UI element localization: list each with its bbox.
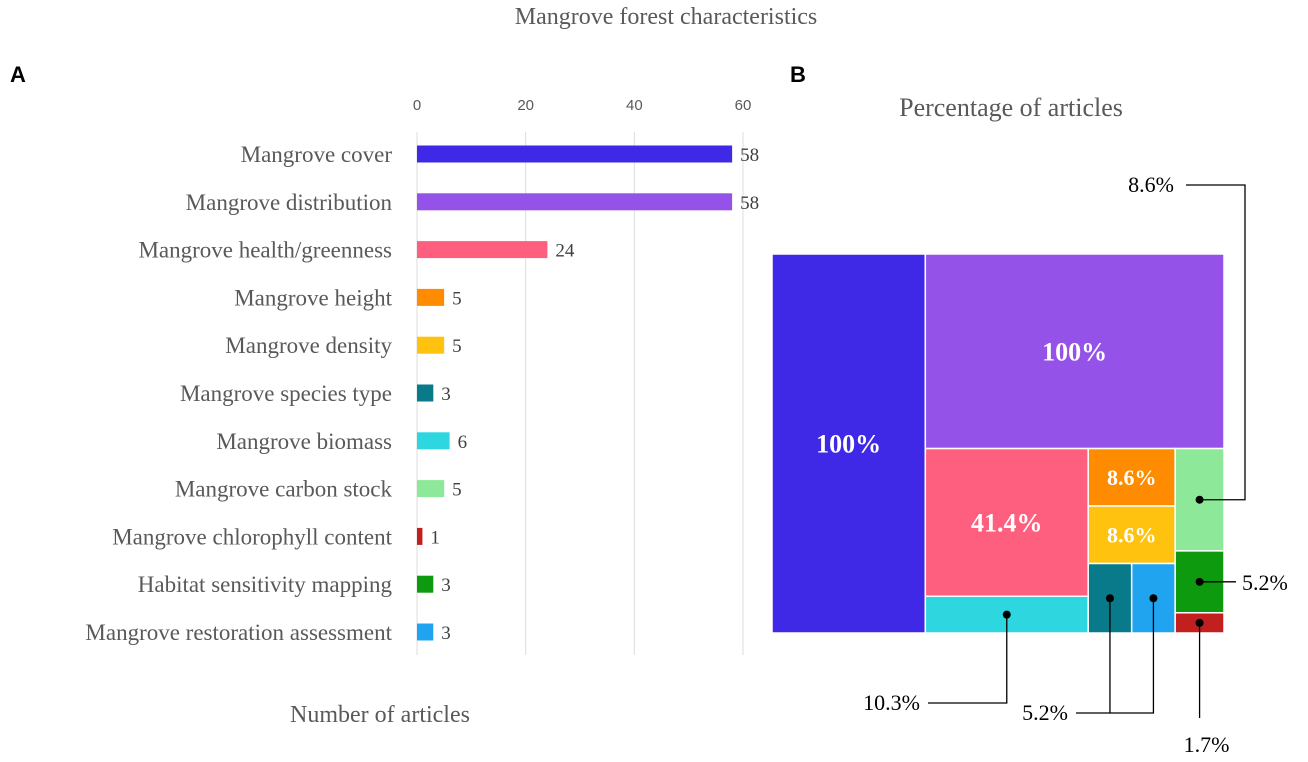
- treemap-cells: [771, 253, 1225, 634]
- bar-category-labels: Mangrove cover Mangrove distribution Mangr…: [85, 142, 392, 645]
- treemap-callouts: 8.6% 5.2% 10.3% 5.2% 1.7%: [863, 172, 1288, 757]
- treemap-cell-mangrove-cover: [771, 253, 927, 634]
- category-label-mangrove-height: Mangrove height: [234, 285, 392, 310]
- category-label-mangrove-distribution: Mangrove distribution: [186, 190, 393, 215]
- bar-habitat-sensitivity-mapping: [417, 575, 434, 593]
- callout-label-species-restoration: 5.2%: [1022, 700, 1068, 725]
- treemap-label-mangrove-health-greenness: 41.4%: [971, 509, 1043, 538]
- bar-value-mangrove-restoration-assessment: 3: [441, 623, 451, 644]
- callout-line-species-restoration: [1109, 598, 1155, 714]
- category-label-mangrove-health-greenness: Mangrove health/greenness: [138, 238, 392, 263]
- panel-b-label: B: [790, 62, 806, 87]
- callout-label-carbon-stock: 8.6%: [1128, 172, 1174, 197]
- bar-x-axis-label: Number of articles: [290, 702, 470, 728]
- callout-line-biomass: [928, 614, 1008, 704]
- bar-mangrove-density: [417, 336, 445, 354]
- treemap-chart: Percentage of articles 100%100%41.4%8.6%…: [771, 93, 1288, 757]
- x-tick-label: 60: [735, 97, 752, 114]
- bar-value-habitat-sensitivity-mapping: 3: [441, 575, 451, 596]
- figure-title: Mangrove forest characteristics: [515, 4, 818, 30]
- bar-value-mangrove-species-type: 3: [441, 384, 451, 405]
- treemap-cell-labels: 100% 100% 41.4% 8.6% 8.6%: [816, 337, 1156, 547]
- bar-chart: 0 20 40 60 Mangrove cover Mangrove distribut…: [85, 97, 759, 728]
- bar-mangrove-restoration-assessment: [417, 623, 434, 641]
- callout-label-biomass: 10.3%: [863, 690, 920, 715]
- bar-mangrove-distribution: [417, 193, 733, 211]
- bar-mangrove-biomass: [417, 432, 450, 450]
- category-label-mangrove-carbon-stock: Mangrove carbon stock: [175, 477, 393, 502]
- bar-x-ticks: 0 20 40 60: [413, 97, 752, 114]
- bar-mangrove-height: [417, 288, 445, 306]
- bar-mangrove-species-type: [417, 384, 434, 402]
- treemap-cell-mangrove-height: [1087, 447, 1176, 507]
- bar-mangrove-carbon-stock: [417, 480, 445, 498]
- category-label-mangrove-chlorophyll-content: Mangrove chlorophyll content: [112, 524, 392, 549]
- treemap-label-mangrove-distribution: 100%: [1042, 337, 1107, 366]
- bar-value-mangrove-cover: 58: [740, 145, 759, 166]
- x-tick-label: 0: [413, 97, 421, 114]
- bar-value-mangrove-distribution: 58: [740, 193, 759, 214]
- category-label-mangrove-cover: Mangrove cover: [241, 142, 393, 167]
- bar-value-mangrove-carbon-stock: 5: [452, 480, 462, 501]
- bar-mangrove-chlorophyll-content: [417, 527, 423, 545]
- treemap-label-mangrove-density: 8.6%: [1107, 522, 1157, 547]
- callout-label-chlorophyll: 1.7%: [1184, 732, 1230, 757]
- bar-value-mangrove-biomass: 6: [458, 432, 468, 453]
- x-tick-label: 40: [626, 97, 643, 114]
- bar-mangrove-health-greenness: [417, 241, 548, 259]
- bar-value-labels: 58 58 24 5 5 3 6 5 1 3 3: [430, 145, 759, 644]
- category-label-mangrove-restoration-assessment: Mangrove restoration assessment: [85, 620, 392, 645]
- x-tick-label: 20: [517, 97, 534, 114]
- bar-mangrove-cover: [417, 145, 733, 163]
- treemap-cell-mangrove-health-greenness: [924, 447, 1089, 598]
- bar-marks: [417, 145, 733, 641]
- bar-value-mangrove-chlorophyll-content: 1: [430, 527, 440, 548]
- treemap-label-mangrove-height: 8.6%: [1107, 465, 1157, 490]
- treemap-title: Percentage of articles: [899, 93, 1123, 122]
- category-label-habitat-sensitivity-mapping: Habitat sensitivity mapping: [138, 572, 393, 597]
- category-label-mangrove-biomass: Mangrove biomass: [216, 429, 392, 454]
- category-label-mangrove-species-type: Mangrove species type: [180, 381, 392, 406]
- bar-value-mangrove-health-greenness: 24: [555, 241, 575, 262]
- panel-a-label: A: [10, 62, 26, 87]
- bar-value-mangrove-density: 5: [452, 336, 462, 357]
- bar-gridlines: [416, 132, 744, 655]
- bar-value-mangrove-height: 5: [452, 288, 462, 309]
- category-label-mangrove-density: Mangrove density: [225, 333, 392, 358]
- callout-line-carbon-stock: [1186, 184, 1246, 501]
- callout-label-habitat-sensitivity: 5.2%: [1242, 570, 1288, 595]
- treemap-label-mangrove-cover: 100%: [816, 430, 881, 459]
